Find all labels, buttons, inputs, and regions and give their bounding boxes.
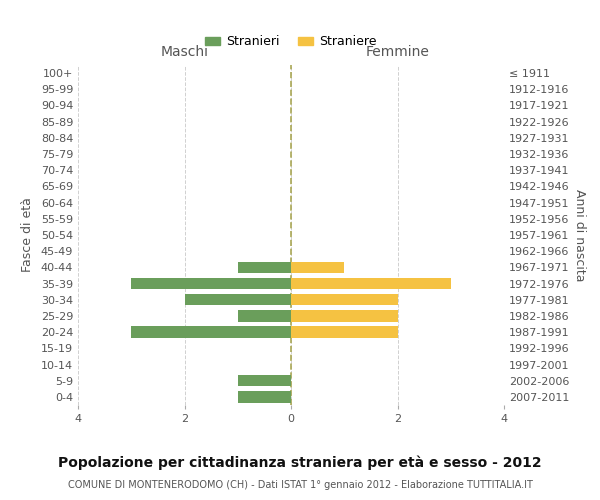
Bar [291,262,344,273]
Legend: Stranieri, Straniere: Stranieri, Straniere [200,30,382,54]
Text: COMUNE DI MONTENERODOMO (CH) - Dati ISTAT 1° gennaio 2012 - Elaborazione TUTTITA: COMUNE DI MONTENERODOMO (CH) - Dati ISTA… [68,480,532,490]
Y-axis label: Fasce di età: Fasce di età [21,198,34,272]
Bar [185,294,291,306]
Bar [238,391,291,402]
Y-axis label: Anni di nascita: Anni di nascita [573,188,586,281]
Bar [291,294,398,306]
Bar [238,310,291,322]
Bar [238,262,291,273]
Bar [291,310,398,322]
Text: Femmine: Femmine [365,44,430,59]
Bar [291,278,451,289]
Bar [291,326,398,338]
Text: Maschi: Maschi [161,44,209,59]
Bar [131,326,291,338]
Bar [131,278,291,289]
Text: Popolazione per cittadinanza straniera per età e sesso - 2012: Popolazione per cittadinanza straniera p… [58,455,542,469]
Bar [238,375,291,386]
